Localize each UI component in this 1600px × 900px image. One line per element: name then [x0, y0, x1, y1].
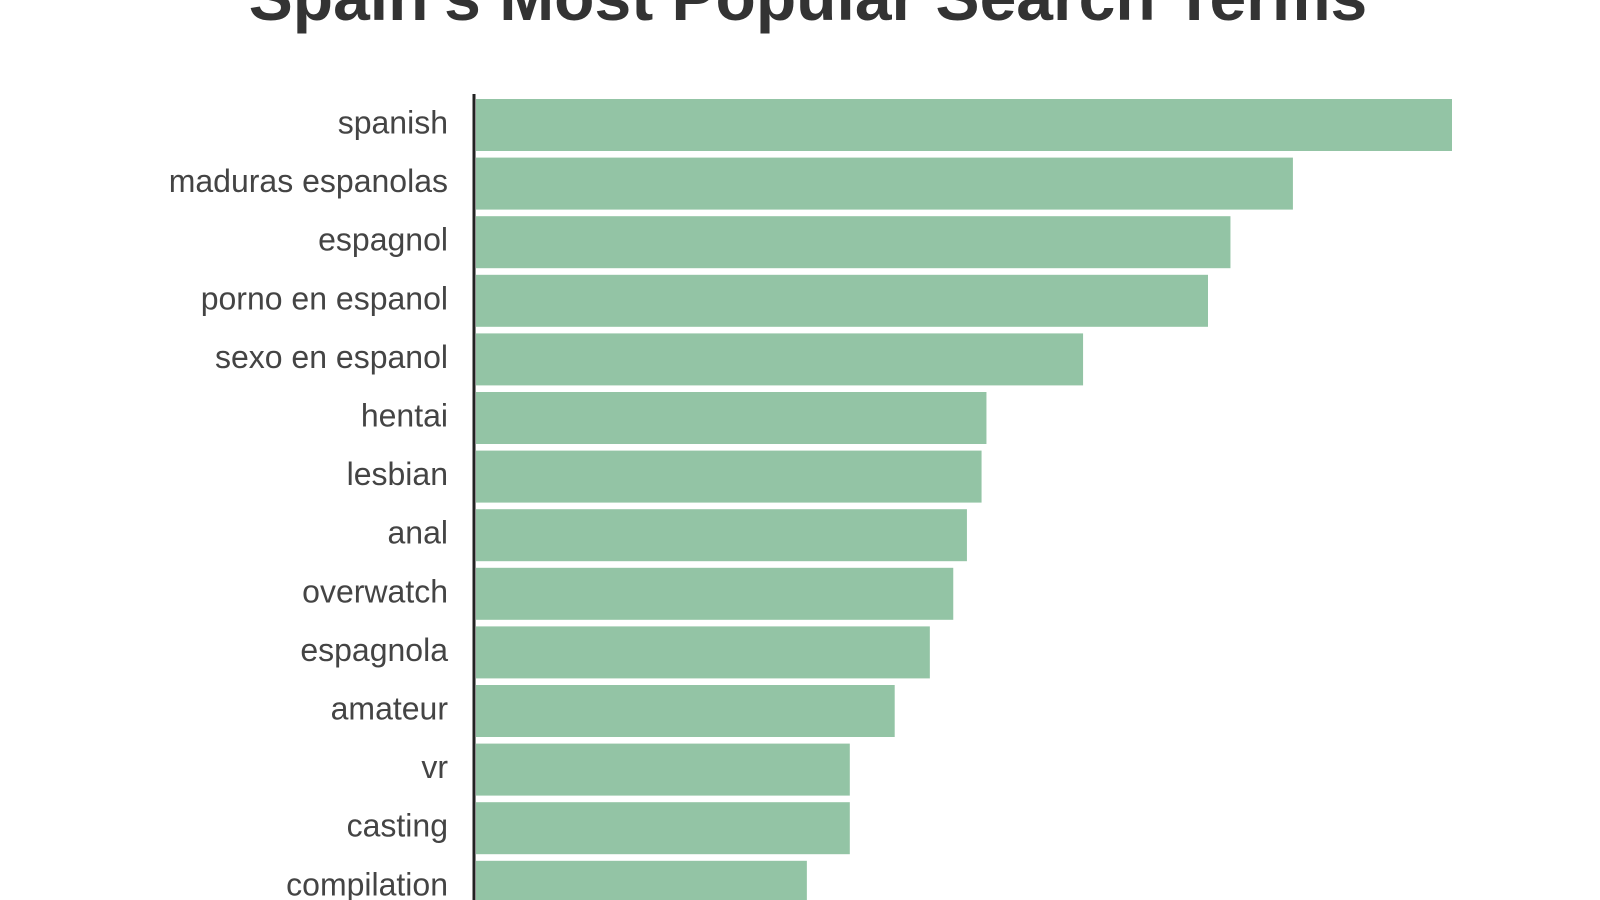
bar: [476, 274, 1208, 327]
bar: [476, 216, 1231, 269]
bar: [476, 685, 895, 737]
y-tick-label: porno en espanol: [201, 280, 448, 316]
bar: [476, 333, 1084, 386]
y-tick-label: compilation: [286, 866, 448, 900]
y-tick-label: sexo en espanol: [215, 339, 448, 375]
y-tick-label: casting: [347, 808, 448, 844]
y-tick-label: espagnol: [318, 222, 448, 258]
bar: [476, 626, 930, 679]
y-tick-label: anal: [388, 515, 449, 551]
bar: [476, 567, 954, 620]
y-tick-label: overwatch: [302, 573, 448, 609]
y-tick-label: vr: [421, 749, 448, 785]
y-tick-label: espagnola: [300, 632, 448, 668]
y-tick-label: spanish: [338, 104, 448, 140]
bar: [476, 509, 967, 562]
y-tick-label: amateur: [331, 690, 449, 726]
y-tick-label: hentai: [361, 397, 448, 433]
bar: [476, 392, 987, 444]
y-tick-label: maduras espanolas: [169, 163, 448, 199]
bar: [476, 743, 850, 796]
y-tick-label: lesbian: [347, 456, 448, 492]
bar: [476, 157, 1293, 210]
chart-title: Spain's Most Popular Search Terms: [249, 0, 1367, 34]
bar: [476, 802, 850, 855]
bar: [476, 450, 982, 503]
bar: [476, 860, 807, 900]
bar: [476, 99, 1452, 151]
